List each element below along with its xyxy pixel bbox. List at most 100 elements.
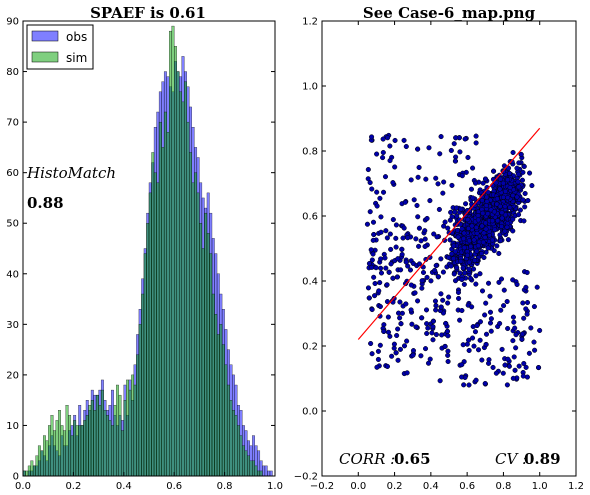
scatter-point-1591 — [451, 243, 457, 249]
scatter-point-1544 — [371, 231, 377, 238]
scatter-point-227 — [510, 338, 516, 344]
scatter-point-1321 — [372, 293, 378, 299]
scatter-point-1324 — [502, 228, 508, 234]
scatter-point-1526 — [399, 246, 405, 252]
scatter-point-1525 — [474, 248, 480, 254]
scatter-point-298 — [531, 304, 537, 310]
legend-swatch-sim — [31, 51, 59, 63]
scatter-point-4 — [494, 243, 500, 249]
scatter-point-754 — [504, 382, 510, 388]
scatter-point-1325 — [395, 256, 401, 262]
scatter-point-1562 — [491, 209, 497, 215]
bar-sim-65 — [186, 121, 190, 477]
scatter-point-1511 — [455, 227, 461, 233]
scatter-point-1268 — [505, 356, 511, 362]
scatter-point-23 — [488, 328, 494, 334]
scatter-point-77 — [468, 186, 475, 192]
scatter-point-1323 — [371, 274, 377, 280]
hist-ytick-label-4: 40 — [6, 269, 19, 280]
scatter-point-918 — [377, 303, 383, 310]
scatter-point-1481 — [499, 210, 505, 216]
bar-sim-44 — [133, 384, 137, 477]
scatter-point-169 — [383, 228, 389, 234]
bar-sim-61 — [176, 71, 180, 477]
scatter-point-1446 — [475, 213, 481, 219]
scatter-point-1006 — [425, 325, 431, 331]
bar-sim-37 — [116, 384, 119, 477]
scatter-point-1081 — [512, 325, 518, 331]
scatter-ytick-label-0: −0.2 — [294, 472, 318, 483]
scatter-point-1531 — [458, 258, 464, 264]
bar-sim-40 — [123, 400, 127, 477]
bar-sim-45 — [136, 354, 140, 477]
bar-sim-90 — [249, 460, 253, 477]
bar-obs-95 — [262, 465, 266, 477]
scatter-point-957 — [390, 217, 396, 223]
scatter-point-133 — [369, 186, 375, 192]
scatter-point-127 — [456, 295, 462, 302]
scatter-point-1523 — [504, 224, 510, 230]
scatter-point-1243 — [466, 266, 472, 272]
scatter-point-890 — [510, 314, 516, 320]
scatter-point-502 — [481, 254, 487, 261]
scatter-point-1154 — [424, 321, 430, 327]
scatter-point-1592 — [497, 186, 503, 192]
corr-label: CORR : — [339, 450, 395, 468]
scatter-frame — [321, 20, 577, 477]
scatter-point-224 — [534, 284, 540, 290]
scatter-point-436 — [448, 147, 454, 154]
scatter-point-374 — [365, 176, 371, 182]
legend-label-sim: sim — [66, 51, 87, 65]
scatter-point-1370 — [510, 216, 516, 222]
scatter-point-1362 — [368, 247, 374, 253]
scatter-point-954 — [380, 136, 386, 142]
bar-obs-97 — [267, 470, 271, 477]
scatter-point-1175 — [440, 269, 446, 275]
scatter-point-1409 — [378, 256, 384, 262]
scatter-point-1318 — [509, 159, 515, 165]
histomatch-value: 0.88 — [27, 194, 64, 212]
scatter-point-1510 — [494, 196, 500, 202]
hist-ytick-label-9: 90 — [6, 17, 19, 28]
bar-sim-42 — [128, 389, 132, 477]
scatter-point-1587 — [442, 343, 448, 349]
bar-sim-70 — [199, 223, 203, 477]
hist-ytick-label-1: 10 — [6, 421, 19, 432]
scatter-ytick-label-3: 0.4 — [302, 277, 318, 288]
scatter-point-995 — [464, 341, 470, 347]
scatter-point-158 — [441, 179, 447, 185]
scatter-point-1500 — [450, 256, 457, 262]
scatter-ytick-label-1: 0.0 — [302, 407, 318, 418]
scatter-point-969 — [454, 205, 460, 211]
bar-sim-78 — [219, 324, 223, 477]
scatter-point-1046 — [477, 337, 483, 343]
scatter-point-164 — [477, 271, 483, 277]
scatter-point-756 — [525, 197, 531, 204]
scatter-point-911 — [455, 289, 462, 295]
scatter-point-1295 — [391, 341, 397, 347]
scatter-point-1245 — [479, 250, 485, 256]
scatter-xtick-label-4: 0.6 — [459, 481, 475, 492]
scatter-point-1593 — [415, 146, 421, 152]
scatter-point-1005 — [424, 215, 430, 222]
scatter-point-1353 — [385, 135, 391, 141]
scatter-point-337 — [395, 357, 401, 363]
scatter-point-1530 — [502, 362, 508, 368]
scatter-point-760 — [431, 231, 437, 237]
scatter-point-1426 — [459, 362, 465, 368]
scatter-point-528 — [438, 291, 444, 297]
scatter-point-530 — [512, 367, 518, 373]
scatter-point-1569 — [500, 169, 507, 175]
bar-sim-10 — [48, 425, 51, 477]
scatter-point-1074 — [472, 329, 478, 335]
bar-sim-56 — [163, 111, 167, 477]
bar-sim-41 — [126, 379, 129, 477]
scatter-point-1220 — [422, 236, 428, 242]
scatter-point-1172 — [515, 212, 522, 218]
scatter-point-900 — [410, 348, 417, 354]
scatter-point-62 — [437, 378, 443, 384]
bar-sim-31 — [100, 389, 104, 477]
bar-obs-96 — [264, 465, 268, 477]
scatter-point-1472 — [372, 280, 378, 287]
scatter-point-1421 — [416, 261, 422, 267]
